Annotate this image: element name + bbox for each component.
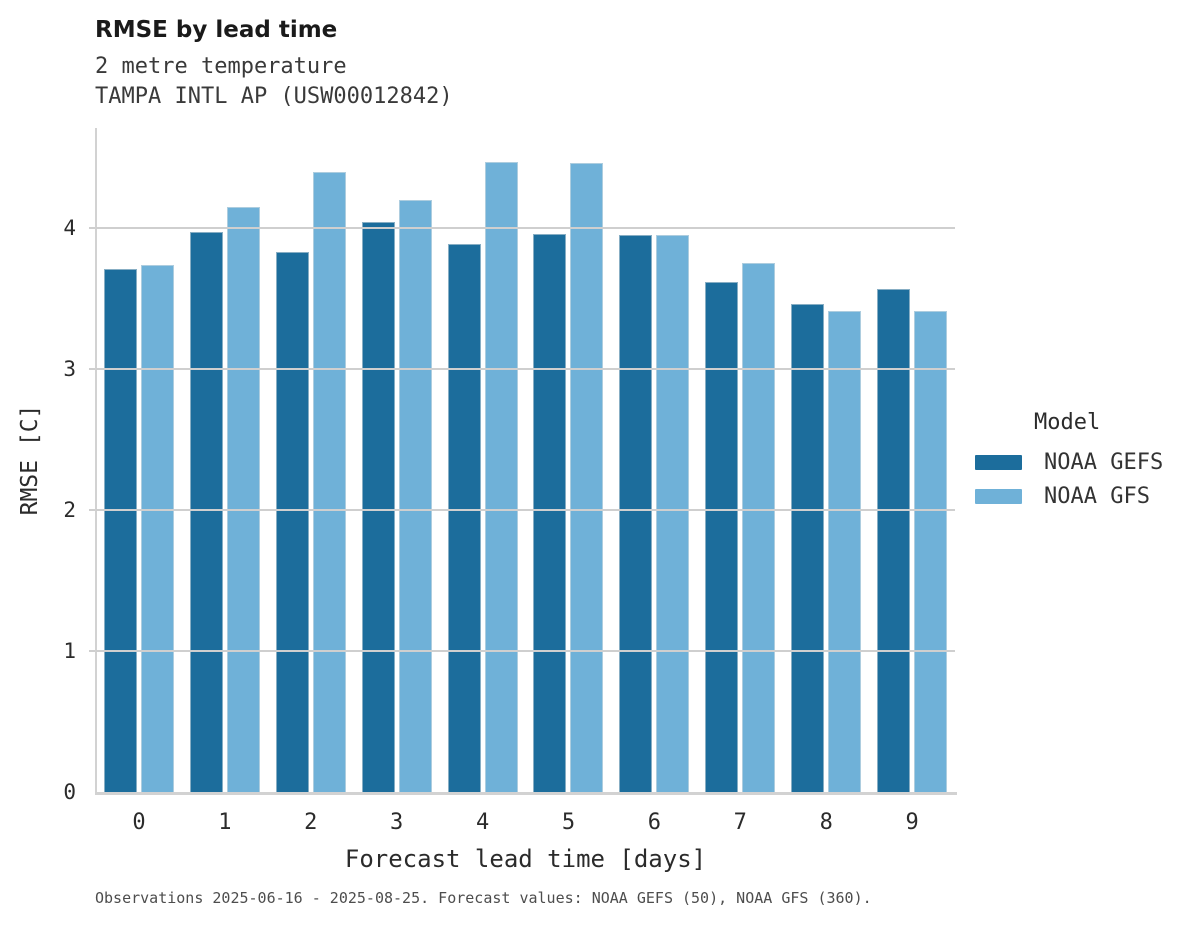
bars-layer <box>96 128 955 792</box>
gridline-y-3 <box>96 368 955 371</box>
legend-label-noaa-gfs: NOAA GFS <box>1044 483 1150 509</box>
bar-noaa-gefs-lead-8 <box>791 304 825 792</box>
y-tick-label-2: 2 <box>63 498 76 523</box>
bar-noaa-gefs-lead-2 <box>275 252 309 792</box>
bar-noaa-gfs-lead-2 <box>312 171 346 792</box>
x-tick-label-1: 1 <box>218 810 232 835</box>
y-tick-label-0: 0 <box>63 780 76 804</box>
bar-noaa-gefs-lead-5 <box>533 233 567 792</box>
legend-entries: NOAA GEFS NOAA GFS <box>975 445 1163 513</box>
chart-subtitle-line-2: TAMPA INTL AP (USW00012842) <box>95 84 453 109</box>
y-tick-label-4: 4 <box>63 216 76 241</box>
gridline-y-1 <box>96 650 955 653</box>
legend-swatch-noaa-gfs <box>975 488 1022 504</box>
bar-noaa-gfs-lead-3 <box>398 199 432 792</box>
bar-noaa-gefs-lead-4 <box>447 243 481 792</box>
x-tick-label-7: 7 <box>733 810 747 835</box>
bar-group-lead-7 <box>697 128 783 792</box>
bar-noaa-gfs-lead-0 <box>140 264 174 792</box>
bar-noaa-gefs-lead-1 <box>189 232 223 792</box>
y-tick-label-3: 3 <box>63 357 76 382</box>
x-tick-label-8: 8 <box>819 810 833 835</box>
chart-subtitle-line-1: 2 metre temperature <box>95 54 347 79</box>
bar-group-lead-5 <box>526 128 612 792</box>
x-tick-labels: 0 1 2 3 4 5 6 7 8 9 <box>96 810 955 835</box>
bar-group-lead-8 <box>783 128 869 792</box>
bar-noaa-gfs-lead-1 <box>226 206 260 792</box>
bar-noaa-gefs-lead-9 <box>877 288 911 792</box>
y-tick-mark-1 <box>89 650 95 653</box>
gridline-y-2 <box>96 509 955 512</box>
bar-noaa-gfs-lead-6 <box>656 235 690 792</box>
legend-label-noaa-gefs: NOAA GEFS <box>1044 449 1164 475</box>
bar-group-lead-0 <box>96 128 182 792</box>
bar-group-lead-1 <box>182 128 268 792</box>
legend-swatch-noaa-gefs <box>975 454 1022 470</box>
x-tick-label-9: 9 <box>905 810 919 835</box>
x-tick-label-5: 5 <box>561 810 576 835</box>
bar-noaa-gfs-lead-7 <box>742 263 776 792</box>
bar-group-lead-4 <box>440 128 526 792</box>
bar-noaa-gefs-lead-3 <box>361 222 395 792</box>
bar-noaa-gefs-lead-7 <box>705 281 739 792</box>
legend-entry-noaa-gefs: NOAA GEFS <box>975 445 1163 479</box>
x-tick-label-0: 0 <box>132 810 146 835</box>
legend: Model NOAA GEFS NOAA GFS <box>975 410 1163 513</box>
x-tick-label-3: 3 <box>390 810 404 835</box>
x-tick-label-6: 6 <box>647 810 662 835</box>
chart-title: RMSE by lead time <box>95 17 338 43</box>
y-tick-mark-2 <box>89 509 95 512</box>
bar-group-lead-2 <box>268 128 354 792</box>
bar-noaa-gfs-lead-4 <box>484 161 518 792</box>
y-axis-spine <box>95 128 97 795</box>
x-axis-label: Forecast lead time [days] <box>344 845 707 873</box>
bar-group-lead-3 <box>354 128 440 792</box>
x-tick-label-2: 2 <box>304 810 318 835</box>
legend-title: Model <box>1034 410 1101 435</box>
chart-subtitle: 2 metre temperature TAMPA INTL AP (USW00… <box>95 52 453 112</box>
bar-noaa-gfs-lead-9 <box>914 311 948 792</box>
bar-noaa-gfs-lead-8 <box>828 311 862 792</box>
x-axis-spine <box>95 792 957 795</box>
bar-group-lead-9 <box>869 128 955 792</box>
legend-entry-noaa-gfs: NOAA GFS <box>975 479 1163 513</box>
bar-noaa-gefs-lead-6 <box>619 235 653 792</box>
gridline-y-4 <box>96 227 955 230</box>
bar-group-lead-6 <box>611 128 697 792</box>
y-tick-mark-3 <box>89 368 95 371</box>
y-tick-mark-4 <box>89 227 95 230</box>
y-tick-label-1: 1 <box>63 639 76 664</box>
x-tick-label-4: 4 <box>475 810 490 835</box>
bar-noaa-gefs-lead-0 <box>103 268 137 792</box>
caption: Observations 2025-06-16 - 2025-08-25. Fo… <box>95 889 872 907</box>
bar-noaa-gfs-lead-5 <box>570 163 604 792</box>
